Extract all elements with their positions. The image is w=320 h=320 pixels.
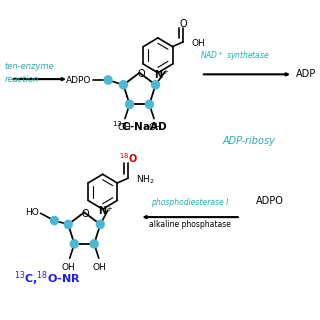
Text: O: O (180, 19, 187, 29)
Circle shape (50, 216, 58, 225)
Circle shape (125, 100, 133, 108)
Text: OH: OH (117, 123, 131, 132)
Text: O: O (137, 69, 145, 79)
Text: alkaline phosphatase: alkaline phosphatase (149, 220, 231, 229)
Text: ADP-ribosy: ADP-ribosy (222, 136, 275, 146)
Text: +: + (162, 69, 168, 76)
Text: OH: OH (148, 123, 162, 132)
Text: phosphodiesterase I: phosphodiesterase I (151, 198, 229, 207)
Circle shape (90, 240, 98, 248)
Circle shape (70, 240, 78, 248)
Text: OH: OH (62, 263, 76, 272)
Text: OH: OH (192, 39, 205, 48)
Text: NAD$^+$ synthetase: NAD$^+$ synthetase (200, 50, 269, 63)
Text: N: N (154, 70, 162, 80)
Circle shape (96, 220, 104, 228)
Text: NH$_2$: NH$_2$ (136, 173, 155, 186)
Text: $^{18}$O: $^{18}$O (119, 152, 138, 165)
Text: reaction: reaction (4, 75, 39, 84)
Text: +: + (107, 206, 113, 212)
Text: ADPO: ADPO (256, 196, 284, 206)
Text: N: N (99, 206, 107, 216)
Text: ten-enzyme: ten-enzyme (4, 62, 54, 71)
Circle shape (145, 100, 153, 108)
Circle shape (152, 81, 160, 89)
Text: O: O (82, 209, 90, 219)
Text: ADP: ADP (296, 69, 316, 79)
Text: HO: HO (25, 208, 39, 217)
Text: OH: OH (93, 263, 107, 272)
Circle shape (104, 76, 112, 84)
Text: ADPO: ADPO (66, 76, 91, 84)
Circle shape (119, 81, 127, 89)
Text: $^{13}$C-NaAD: $^{13}$C-NaAD (112, 119, 167, 133)
Circle shape (64, 220, 72, 228)
Text: $^{13}$C,$^{18}$O-NR: $^{13}$C,$^{18}$O-NR (14, 269, 80, 288)
